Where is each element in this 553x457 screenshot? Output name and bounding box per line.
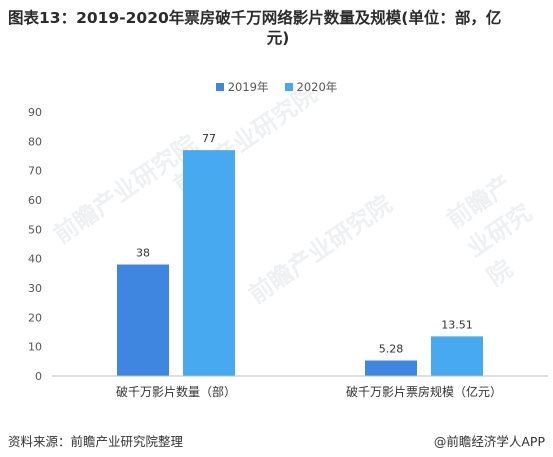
legend: 2019年 2020年 bbox=[0, 79, 553, 95]
chart-title: 图表13：2019-2020年票房破千万网络影片数量及规模(单位：部，亿 元) bbox=[8, 8, 548, 48]
y-tick-label: 80 bbox=[28, 135, 42, 148]
category-label: 破千万影片数量（部） bbox=[116, 384, 236, 399]
legend-swatch-2020 bbox=[284, 83, 293, 91]
y-tick-label: 40 bbox=[28, 253, 42, 266]
data-label: 38 bbox=[136, 247, 150, 260]
category-label: 破千万影片票房规模（亿元） bbox=[346, 384, 502, 399]
y-tick-label: 50 bbox=[28, 223, 42, 236]
bar-2019-1 bbox=[365, 360, 417, 376]
y-tick-label: 60 bbox=[28, 194, 42, 207]
x-axis: 破千万影片数量（部） 破千万影片票房规模（亿元） bbox=[52, 375, 548, 399]
y-tick-label: 20 bbox=[28, 311, 42, 324]
y-axis: 0 10 20 30 40 50 60 70 80 90 bbox=[28, 106, 42, 383]
y-tick-label: 70 bbox=[28, 165, 42, 178]
y-tick-label: 30 bbox=[28, 282, 42, 295]
bar-2020-1 bbox=[431, 336, 483, 376]
y-tick-label: 0 bbox=[35, 370, 42, 383]
y-tick-label: 10 bbox=[28, 341, 42, 354]
data-label: 77 bbox=[202, 132, 216, 145]
title-line-1: 图表13：2019-2020年票房破千万网络影片数量及规模(单位：部，亿 bbox=[8, 9, 502, 27]
title-line-2: 元) bbox=[266, 29, 290, 47]
legend-label-2019: 2019年 bbox=[227, 80, 269, 94]
legend-label-2020: 2020年 bbox=[296, 80, 338, 94]
data-label: 13.51 bbox=[441, 318, 473, 331]
source-note: 资料来源：前瞻产业研究院整理 bbox=[8, 434, 184, 449]
credit-note: @前瞻经济学人APP bbox=[433, 434, 545, 449]
data-label: 5.28 bbox=[379, 343, 404, 356]
bar-2019-0 bbox=[117, 264, 169, 376]
legend-item-2020: 2020年 bbox=[284, 79, 338, 95]
y-tick-label: 90 bbox=[28, 106, 42, 119]
legend-item-2019: 2019年 bbox=[215, 79, 269, 95]
bar-2020-0 bbox=[183, 150, 235, 376]
legend-swatch-2019 bbox=[215, 83, 224, 91]
bars: 38 77 5.28 13.51 bbox=[117, 132, 483, 376]
